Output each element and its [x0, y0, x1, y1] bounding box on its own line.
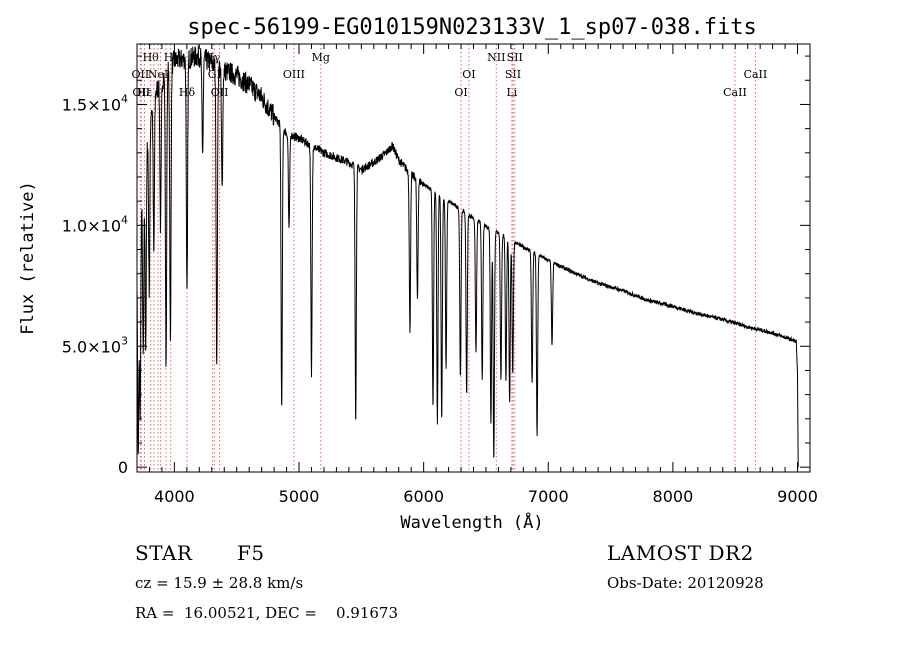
line-marker-label: Hδ — [179, 86, 196, 99]
line-marker-label: SII — [505, 68, 521, 81]
line-marker-label: Li — [506, 86, 517, 99]
y-tick-label: 0 — [118, 458, 128, 477]
line-marker-label: OII — [132, 68, 150, 81]
line-marker-label: Hθ — [143, 51, 160, 64]
line-markers: OIIOIIHεHθNeIHιHδHγGIOIIOIIIMgOIOINIILiS… — [132, 44, 768, 472]
line-marker-label: GI — [208, 68, 221, 81]
chart-title: spec-56199-EG010159N023133V_1_sp07-038.f… — [187, 15, 757, 40]
line-marker-label: Hε — [137, 86, 153, 99]
line-marker-label: OI — [462, 68, 475, 81]
object-class: STAR — [135, 541, 193, 565]
x-tick-label: 5000 — [279, 487, 320, 506]
x-tick-label: 7000 — [528, 487, 569, 506]
line-marker-label: CaII — [744, 68, 768, 81]
observation-date: Obs-Date: 20120928 — [607, 574, 764, 592]
y-tick-label: 1.0×104 — [62, 213, 128, 235]
redshift-velocity: cz = 15.9 ± 28.8 km/s — [135, 574, 304, 592]
x-tick-label: 4000 — [154, 487, 195, 506]
survey-name: LAMOST DR2 — [607, 541, 754, 565]
x-tick-label: 8000 — [653, 487, 694, 506]
line-marker-label: Mg — [312, 51, 330, 64]
x-tick-label: 6000 — [403, 487, 444, 506]
y-axis-label: Flux (relative) — [18, 181, 38, 335]
plot-frame — [136, 43, 811, 473]
x-axis-label: Wavelength (Å) — [400, 511, 543, 533]
line-marker-label: OII — [211, 86, 229, 99]
line-marker-label: CaII — [723, 86, 747, 99]
y-axis: 0 5.0×103 1.0×104 1.5×104 — [62, 55, 810, 477]
x-tick-label: 9000 — [777, 487, 818, 506]
line-marker-label: OI — [454, 86, 467, 99]
y-tick-label: 1.5×104 — [62, 92, 128, 114]
line-marker-label: NeI — [148, 68, 168, 81]
coordinates: RA = 16.00521, DEC = 0.91673 — [135, 604, 398, 622]
line-marker-label: NII — [487, 51, 505, 64]
spectrum — [137, 45, 799, 468]
line-marker-label: SII — [507, 51, 523, 64]
x-axis: 4000 5000 6000 7000 8000 9000 — [136, 44, 818, 506]
y-tick-label: 5.0×103 — [62, 334, 128, 356]
object-subclass: F5 — [237, 541, 265, 565]
spectrum-line — [137, 45, 799, 468]
line-marker-label: OIII — [283, 68, 305, 81]
